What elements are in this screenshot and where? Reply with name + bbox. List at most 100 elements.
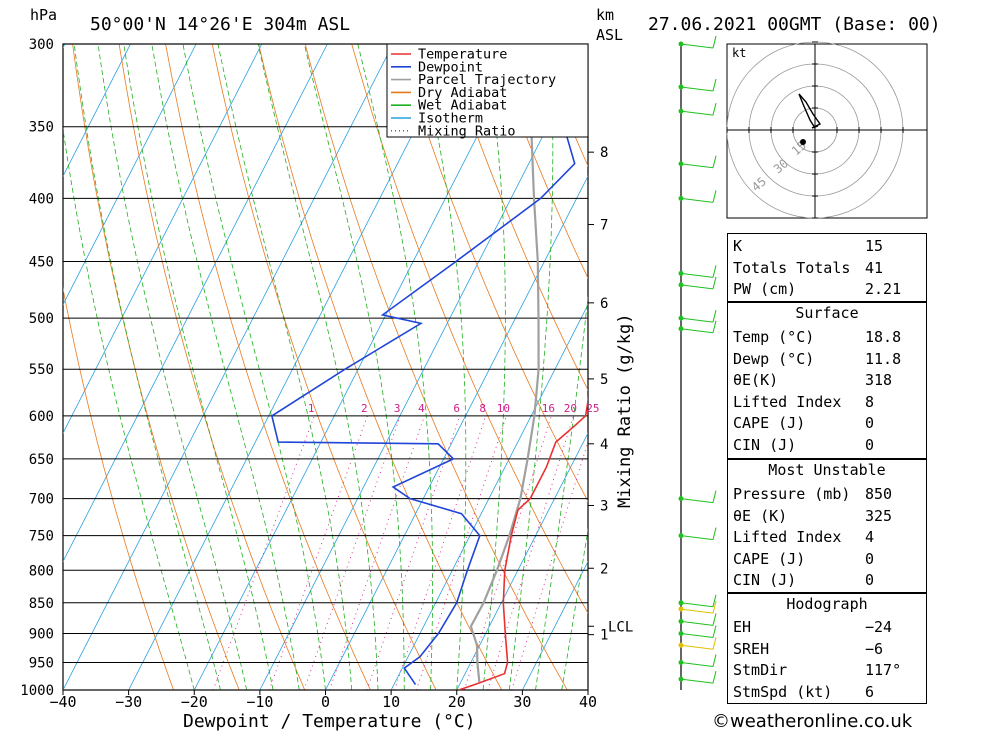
height-tick-label: 1 bbox=[600, 628, 608, 644]
most-unstable-title: Most Unstable bbox=[768, 461, 886, 479]
mu-value: 4 bbox=[865, 528, 875, 546]
surface-table: Temp (°C) 18.8 Dewp (°C) 11.8 θE(K) 318 Lifted… bbox=[728, 327, 928, 456]
mu-row: θE (K) 325 bbox=[728, 506, 928, 528]
hodo-value: 6 bbox=[865, 682, 875, 701]
mu-label: Lifted Index bbox=[733, 528, 842, 546]
height-tick-label: 6 bbox=[600, 296, 608, 312]
plot-frame bbox=[62, 43, 589, 691]
hodo-row: EH −24 bbox=[728, 617, 928, 639]
wind-barb-feather bbox=[712, 309, 717, 323]
pressure-tick-label: 950 bbox=[29, 655, 54, 671]
wet-adiabat-line bbox=[151, 44, 300, 690]
surface-row: Dewp (°C) 11.8 bbox=[728, 349, 928, 371]
mixing-ratio-label: 16 bbox=[542, 402, 555, 415]
hodo-label: StmDir bbox=[733, 661, 788, 679]
x-tick-label: −20 bbox=[181, 693, 208, 711]
top-label: K bbox=[733, 237, 743, 255]
surface-label: Lifted Index bbox=[733, 392, 842, 411]
wind-barb-feather bbox=[712, 600, 717, 614]
legend-entry: Temperature bbox=[418, 47, 507, 63]
wind-barb-feather bbox=[712, 320, 717, 333]
wind-barb-feather bbox=[712, 625, 717, 638]
top-value: 15 bbox=[865, 237, 884, 255]
legend-entry: Dewpoint bbox=[418, 59, 483, 75]
wind-barb-feather bbox=[712, 527, 717, 540]
datetime-title: 27.06.2021 00GMT (Base: 00) bbox=[648, 14, 941, 35]
pressure-unit-label: hPa bbox=[30, 6, 57, 24]
credit-link[interactable]: ©weatheronline.co.uk bbox=[712, 711, 913, 732]
hodograph-indices-table: EH −24 SREH −6 StmDir 117° StmSpd (kt) 6 bbox=[728, 617, 928, 703]
mu-label: θE (K) bbox=[733, 506, 788, 525]
wet-adiabat-line bbox=[418, 44, 467, 690]
surface-box: Surface Temp (°C) 18.8 Dewp (°C) 11.8 θE(K) 3… bbox=[727, 302, 927, 459]
wet-adiabat-line bbox=[303, 44, 405, 690]
wind-barb-shaft bbox=[680, 535, 714, 541]
indices-top-table: K 15 Totals Totals 41 PW (cm) 2.21 bbox=[728, 236, 928, 301]
wind-barb-shaft bbox=[680, 644, 714, 650]
isotherm-line bbox=[63, 44, 263, 434]
most-unstable-box: Most Unstable Pressure (mb) 850 θE (K) 325 L… bbox=[727, 459, 927, 593]
mixing-ratio-line bbox=[303, 415, 401, 690]
wind-barb-shaft bbox=[680, 284, 714, 290]
isotherm-line bbox=[63, 44, 328, 563]
wind-barb-shaft bbox=[680, 620, 714, 626]
axes: 3003504004505005506006507007508008509009… bbox=[20, 37, 633, 711]
pressure-tick-label: 850 bbox=[29, 596, 54, 612]
parcel-trajectory-line bbox=[469, 44, 540, 683]
mixing-ratio-line bbox=[415, 415, 507, 690]
wind-barb-shaft bbox=[680, 110, 714, 116]
wet-adiabat-line bbox=[587, 687, 588, 690]
isotherm-line bbox=[522, 560, 588, 690]
wind-barb-shaft bbox=[680, 328, 714, 334]
indices-top-box: K 15 Totals Totals 41 PW (cm) 2.21 bbox=[727, 233, 927, 302]
mu-value: 850 bbox=[865, 485, 893, 503]
wet-adiabat-line bbox=[73, 44, 221, 690]
height-tick-label: 8 bbox=[600, 145, 608, 161]
wind-barb-feather bbox=[712, 671, 717, 684]
wet-adiabat-line bbox=[97, 44, 248, 690]
legend-entry: Parcel Trajectory bbox=[418, 72, 556, 88]
surface-value: 0 bbox=[865, 435, 875, 454]
km-unit-label: km bbox=[596, 6, 614, 24]
pressure-tick-label: 1000 bbox=[20, 683, 54, 699]
wind-barb-feather bbox=[712, 654, 717, 667]
mu-row: Pressure (mb) 850 bbox=[728, 484, 928, 506]
wet-adiabat-line bbox=[182, 44, 326, 690]
surface-label: Temp (°C) bbox=[733, 328, 815, 346]
wind-barb-shaft bbox=[680, 163, 714, 169]
profile-series bbox=[270, 44, 588, 690]
hodograph-indices-title: Hodograph bbox=[786, 595, 868, 613]
surface-value: 318 bbox=[865, 371, 893, 389]
top-label: PW (cm) bbox=[733, 280, 797, 298]
isotherm-line bbox=[63, 44, 394, 690]
wind-barb-shaft bbox=[680, 43, 714, 49]
isotherm-line bbox=[325, 175, 588, 690]
mixing-ratio-line bbox=[394, 415, 487, 690]
wind-barb-shaft bbox=[680, 272, 714, 278]
x-tick-label: 10 bbox=[382, 693, 400, 711]
hodo-row: StmDir 117° bbox=[728, 660, 928, 682]
mixing-ratio-label: 10 bbox=[497, 402, 510, 415]
mixing-ratio-label: 3 bbox=[394, 402, 401, 415]
surface-row: θE(K) 318 bbox=[728, 370, 928, 392]
legend-entry: Dry Adiabat bbox=[418, 85, 507, 101]
surface-title: Surface bbox=[795, 304, 859, 322]
wind-barb-shaft bbox=[680, 602, 714, 608]
height-tick-label: 7 bbox=[600, 218, 608, 234]
x-tick-label: −40 bbox=[49, 693, 76, 711]
wind-barb-feather bbox=[712, 78, 717, 92]
height-tick-label: 3 bbox=[600, 498, 608, 514]
wind-barb-feather bbox=[712, 265, 717, 278]
wind-barb-shaft bbox=[680, 197, 714, 203]
wind-barb-feather bbox=[712, 594, 717, 607]
wind-barb-feather bbox=[712, 637, 717, 650]
hodo-row: StmSpd (kt) 6 bbox=[728, 682, 928, 704]
pressure-tick-label: 750 bbox=[29, 529, 54, 545]
mixing-ratio-line bbox=[329, 415, 425, 690]
surface-value: 0 bbox=[865, 414, 875, 432]
surface-label: CIN (J) bbox=[733, 435, 797, 454]
x-tick-label: 30 bbox=[513, 693, 531, 711]
isotherm-line bbox=[128, 44, 459, 690]
wind-barb-feather bbox=[712, 276, 717, 290]
